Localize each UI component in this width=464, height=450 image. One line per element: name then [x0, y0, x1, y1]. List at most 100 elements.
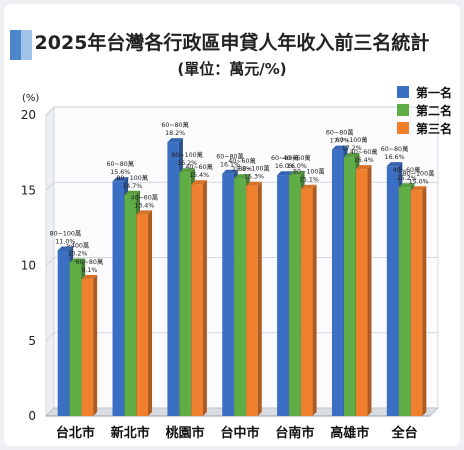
- legend-swatch: [397, 122, 409, 134]
- bar-front: [234, 178, 246, 416]
- chart-title: 2025年台灣各行政區申貸人年收入前三名統計: [34, 32, 430, 54]
- bar-front: [167, 142, 179, 416]
- data-label-value: 16.4%: [354, 157, 374, 164]
- data-label-bracket: 60~80萬: [326, 128, 354, 137]
- bar-front: [191, 184, 203, 416]
- data-label-bracket: 80~100萬: [171, 150, 203, 159]
- bar: [136, 210, 153, 416]
- bar-front: [81, 279, 94, 416]
- bar-top: [234, 174, 250, 179]
- y-tick-label: 20: [21, 108, 36, 122]
- data-label-value: 15.2%: [397, 175, 417, 182]
- bar-top: [277, 171, 293, 176]
- bar-top: [398, 183, 415, 188]
- bar-top: [410, 186, 427, 191]
- bar-top: [112, 177, 129, 182]
- bar-front: [57, 250, 70, 416]
- bar-top: [343, 153, 360, 158]
- bar-layer: [57, 138, 427, 417]
- bar-top: [136, 210, 153, 215]
- legend-swatch: [397, 86, 409, 98]
- data-label-bracket: 60~80萬: [216, 152, 244, 161]
- legend-label: 第二名: [416, 103, 452, 118]
- data-label-layer: 80~100萬11.0%>400萬10.2%60~80萬9.1%60~80萬15…: [50, 120, 435, 274]
- bar-front: [331, 149, 344, 417]
- gridline: [45, 181, 438, 191]
- data-label-bracket: 60~80萬: [271, 153, 299, 162]
- data-label-value: 15.3%: [244, 174, 264, 181]
- data-label-value: 15.1%: [299, 177, 319, 184]
- bar-side: [367, 165, 372, 416]
- bar-top: [222, 169, 238, 174]
- data-label-bracket: 80~100萬: [238, 164, 270, 173]
- bar-front: [289, 175, 301, 416]
- bar-front: [343, 157, 356, 416]
- bar-top: [289, 171, 305, 176]
- y-tick-label: 5: [28, 334, 36, 348]
- data-label-value: 16.6%: [385, 154, 405, 161]
- bar-front: [179, 172, 191, 416]
- data-label-bracket: 40~60萬: [130, 192, 158, 201]
- data-label-bracket: 40~60萬: [283, 153, 311, 162]
- bar-side: [202, 180, 207, 416]
- data-label-value: 15.4%: [189, 172, 209, 179]
- bar-front: [222, 173, 234, 416]
- bar-front: [355, 169, 368, 416]
- data-label-value: 17.2%: [342, 145, 362, 152]
- data-label-bracket: 60~80萬: [76, 257, 104, 266]
- bar: [246, 181, 262, 416]
- data-label-bracket: 80~100萬: [336, 135, 368, 144]
- x-category-label: 台中市: [220, 425, 259, 441]
- bar-top: [191, 180, 207, 185]
- data-label-value: 15.8%: [232, 166, 252, 173]
- legend-label: 第一名: [416, 85, 452, 100]
- bar: [410, 186, 427, 416]
- bar-front: [246, 185, 258, 416]
- bar-side: [257, 181, 262, 416]
- y-tick-label: 15: [21, 183, 36, 197]
- data-label-value: 15.6%: [110, 169, 130, 176]
- axis-layer: 0 5 10 15 20 台北市 新北市 桃園市 台中市 台南市 高雄市 全台: [21, 108, 430, 441]
- bar: [301, 184, 317, 416]
- data-label-value: 9.1%: [81, 267, 97, 274]
- bar-side: [93, 275, 98, 416]
- bar-top: [69, 258, 86, 263]
- x-category-label: 全台: [391, 425, 418, 441]
- bar-front: [398, 187, 411, 416]
- bar-front: [410, 190, 423, 416]
- bar-side: [312, 184, 317, 416]
- chart-subtitle: (單位：萬元/%): [177, 60, 287, 78]
- bar-top: [301, 184, 317, 189]
- y-tick-label: 10: [21, 259, 36, 273]
- legend-label: 第三名: [416, 121, 452, 136]
- bar-front: [69, 262, 82, 416]
- bar-top: [386, 162, 403, 167]
- bar-front: [112, 181, 125, 416]
- y-unit-label: (%): [22, 93, 39, 104]
- bar-top: [355, 165, 372, 170]
- bar-top: [81, 275, 98, 280]
- data-label-value: 16.0%: [287, 163, 307, 170]
- bar: [355, 165, 372, 416]
- gridline: [45, 106, 438, 116]
- data-label-value: 15.0%: [409, 178, 429, 185]
- bar-front: [136, 214, 149, 416]
- title-accent-icon: [10, 30, 32, 60]
- bar-side: [148, 210, 153, 416]
- data-label-value: 18.2%: [165, 130, 185, 137]
- y-tick-label: 0: [28, 409, 36, 423]
- bar-front: [124, 194, 137, 416]
- x-category-label: 桃園市: [166, 425, 205, 441]
- data-label-bracket: 40~60萬: [350, 147, 378, 156]
- bar-front: [277, 175, 289, 416]
- bar: [81, 275, 98, 416]
- data-label-bracket: 60~80萬: [106, 159, 134, 168]
- data-label-value: 11.0%: [55, 238, 75, 245]
- x-category-label: 台北市: [56, 425, 95, 441]
- data-label-bracket: 40~60萬: [185, 162, 213, 171]
- x-category-label: 新北市: [111, 425, 150, 441]
- data-label-value: 16.0%: [275, 163, 295, 170]
